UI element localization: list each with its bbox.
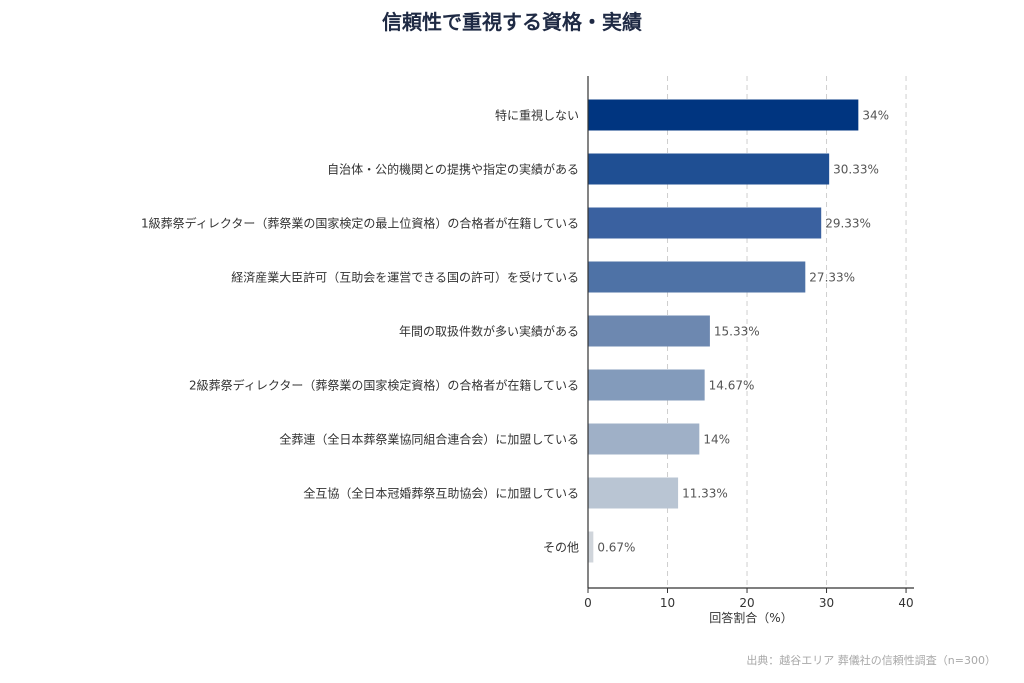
x-ticks: 0 10 20 30 40: [584, 588, 914, 610]
bar: [588, 99, 859, 131]
value-label: 29.33%: [825, 217, 871, 231]
value-label: 14%: [703, 433, 730, 447]
category-label: 2級葬祭ディレクター（葬祭業の国家検定資格）の合格者が在籍している: [189, 378, 579, 393]
bar: [588, 369, 705, 401]
category-label: 全互協（全日本冠婚葬祭互助協会）に加盟している: [303, 486, 579, 501]
bars: [588, 99, 859, 563]
bar: [588, 423, 700, 455]
chart-title: 信頼性で重視する資格・実績: [382, 10, 642, 34]
bar: [588, 207, 822, 239]
x-tick-label: 10: [660, 596, 675, 610]
category-label: 1級葬祭ディレクター（葬祭業の国家検定の最上位資格）の合格者が在籍している: [141, 216, 579, 231]
x-tick-label: 20: [739, 596, 754, 610]
bar: [588, 153, 830, 185]
category-label: 経済産業大臣許可（互助会を運営できる国の許可）を受けている: [231, 270, 579, 285]
category-label: その他: [543, 541, 579, 555]
x-tick-label: 40: [898, 596, 913, 610]
x-tick-label: 30: [819, 596, 834, 610]
category-label: 特に重視しない: [495, 108, 579, 123]
bar: [588, 261, 806, 293]
x-axis-label: 回答割合（%）: [709, 610, 792, 625]
bar: [588, 531, 594, 563]
value-label: 15.33%: [714, 325, 760, 339]
category-label: 年間の取扱件数が多い実績がある: [399, 324, 579, 339]
value-label: 11.33%: [682, 487, 728, 501]
value-label: 27.33%: [809, 271, 855, 285]
value-label: 0.67%: [597, 541, 635, 555]
x-tick-label: 0: [584, 596, 592, 610]
bar: [588, 315, 710, 347]
value-label: 30.33%: [833, 163, 879, 177]
value-label: 34%: [862, 109, 889, 123]
category-label: 全葬連（全日本葬祭業協同組合連合会）に加盟している: [279, 432, 579, 447]
value-labels: 34% 30.33% 29.33% 27.33% 15.33% 14.67% 14% 11.3…: [597, 109, 889, 555]
bar: [588, 477, 679, 509]
source-note: 出典：越谷エリア 葬儀社の信頼性調査（n=300）: [746, 654, 996, 667]
category-label: 自治体・公的機関との提携や指定の実績がある: [327, 162, 579, 177]
value-label: 14.67%: [709, 379, 755, 393]
